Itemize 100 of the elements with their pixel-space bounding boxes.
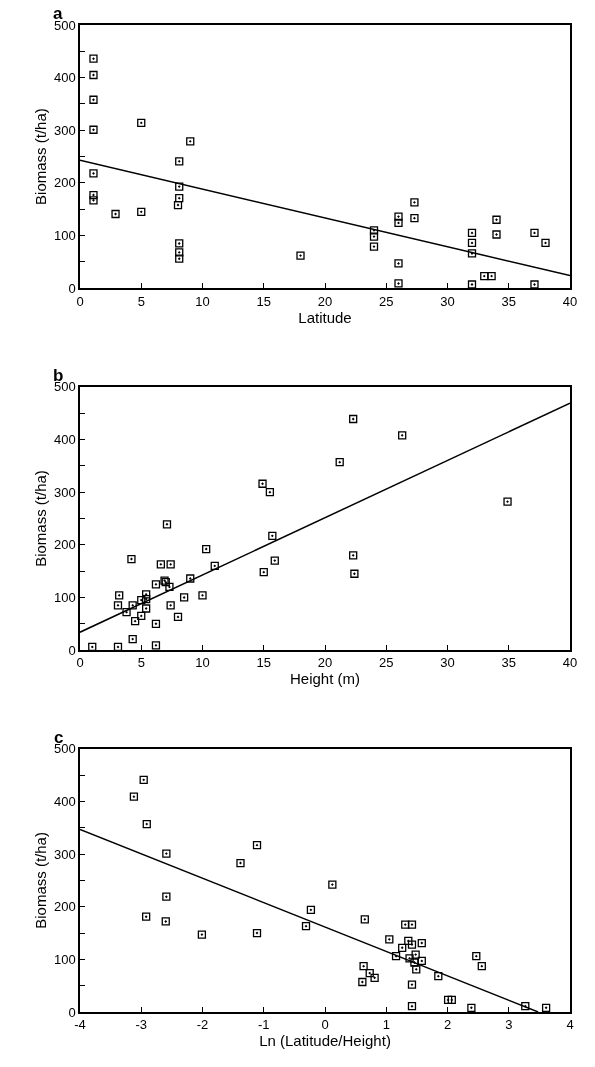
point [404,936,413,946]
point [335,458,344,467]
point [410,198,419,207]
point [236,858,245,868]
point [265,488,275,497]
point [410,214,419,223]
y-tick-label: 0 [68,642,76,658]
point [202,544,211,554]
point [394,279,403,288]
point [137,611,146,621]
point [417,938,426,948]
point [480,271,489,281]
x-tick-label: 3 [505,1017,513,1033]
point [541,238,550,248]
point [137,207,146,217]
point [89,54,98,63]
point [175,254,184,263]
point [370,973,379,982]
point [128,634,137,644]
point [349,551,358,560]
point [89,190,98,200]
point [128,601,137,610]
point [175,182,184,191]
point [173,612,183,622]
point [162,892,171,901]
x-tick-label: -2 [196,1017,209,1033]
point [258,479,267,488]
x-tick-label: 15 [256,293,271,309]
x-tick-label: 25 [379,655,394,671]
x-tick-label: 0 [321,1017,329,1033]
point [467,238,477,248]
point [186,574,195,583]
point [487,271,496,281]
x-tick-label: 40 [562,655,578,671]
x-tick-label: 10 [195,655,210,671]
x-tick-label: 5 [137,655,145,671]
point [89,196,98,205]
y-tick-label: 200 [53,899,76,915]
x-tick-label: -1 [257,1017,270,1033]
point [541,1003,551,1012]
point [137,118,146,128]
y-tick-label: 100 [53,951,76,967]
point [394,212,403,221]
y-tick-label: 300 [53,484,76,500]
point [365,968,374,978]
point [349,414,358,424]
point [328,880,337,889]
point [89,125,98,134]
point [165,582,174,592]
point [530,280,539,289]
point [151,619,161,628]
point [398,431,407,440]
point [175,194,184,203]
point [401,920,410,929]
point [407,1002,417,1011]
point [142,819,151,829]
point [259,568,268,577]
point [369,232,379,241]
point [89,169,98,178]
point [142,590,151,599]
point [358,977,367,987]
point [113,601,123,610]
point [137,595,146,605]
point [142,604,151,613]
y-tick-label: 400 [53,793,76,809]
point [394,259,403,268]
point [252,840,262,850]
point [443,995,453,1005]
x-tick-label: 20 [317,655,333,671]
y-axis-title: Biomass (t/ha) [31,470,49,567]
point [434,972,443,981]
x-tick-label: 2 [443,1017,452,1033]
point [407,940,417,949]
point [198,591,207,600]
point [179,593,189,602]
point [407,920,417,929]
x-tick-label: 30 [440,655,455,671]
point [350,569,359,578]
point [369,242,379,251]
y-tick-label: 200 [53,537,76,553]
point [301,922,311,931]
x-tick-label: 10 [195,293,210,309]
point [89,95,98,104]
point [447,995,456,1005]
point [162,520,172,529]
point [492,215,501,224]
x-axis-title: Height (m) [289,670,361,688]
point [385,935,394,944]
x-tick-label: 35 [501,293,516,309]
point [151,580,161,589]
y-tick-label: 300 [53,846,76,862]
point [161,917,170,926]
y-tick-label: 400 [53,432,76,448]
y-tick-label: 100 [53,590,76,606]
point [268,531,277,541]
point [175,248,184,257]
point [492,230,501,239]
x-axis-title: Ln (Latitude/Height) [259,1032,391,1050]
point [252,928,262,938]
x-tick-label: 30 [440,293,455,309]
